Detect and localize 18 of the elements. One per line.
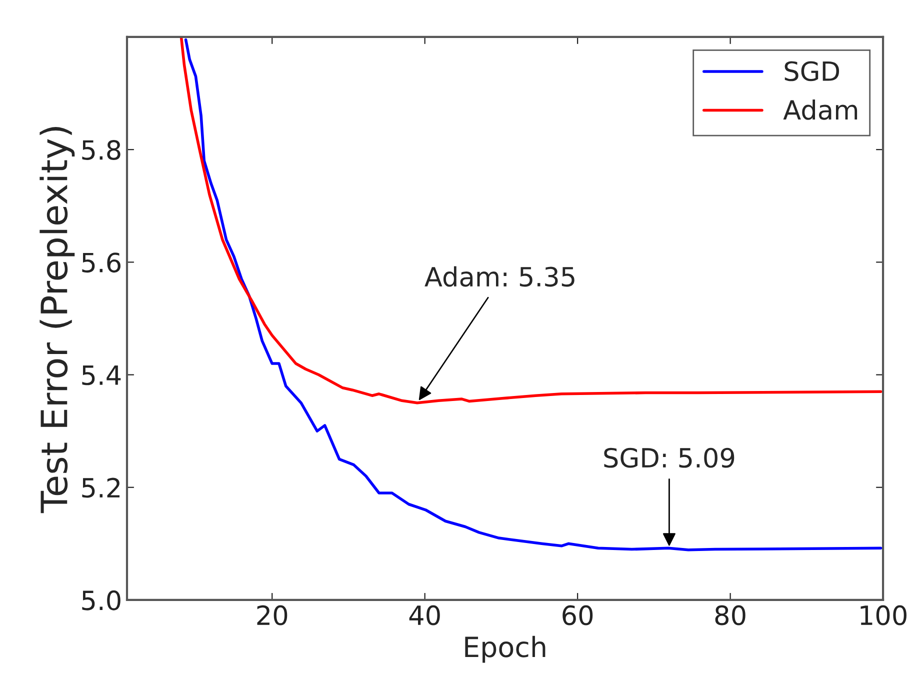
x-tick-label: 80 — [715, 605, 746, 626]
y-tick-label: 5.6 — [82, 252, 120, 273]
x-tick-label: 20 — [257, 605, 288, 626]
annotation: SGD: 5.09 — [604, 448, 734, 468]
annotation: Adam: 5.35 — [424, 266, 574, 287]
x-axis-title: Epoch — [465, 636, 546, 663]
x-tick-label: 60 — [562, 605, 593, 626]
y-axis-title: Test Error (Preplexity) — [40, 127, 75, 514]
legend-label: SGD — [784, 61, 840, 82]
x-tick-label: 100 — [860, 605, 906, 626]
legend-label: Adam — [783, 99, 858, 120]
line-series — [184, 38, 882, 552]
line-series — [180, 36, 882, 404]
x-tick-label: 40 — [409, 605, 440, 626]
y-tick-label: 5.2 — [82, 478, 120, 498]
y-tick-label: 5.0 — [82, 590, 120, 610]
y-tick-label: 5.8 — [82, 140, 120, 160]
y-tick-label: 5.4 — [82, 366, 121, 386]
